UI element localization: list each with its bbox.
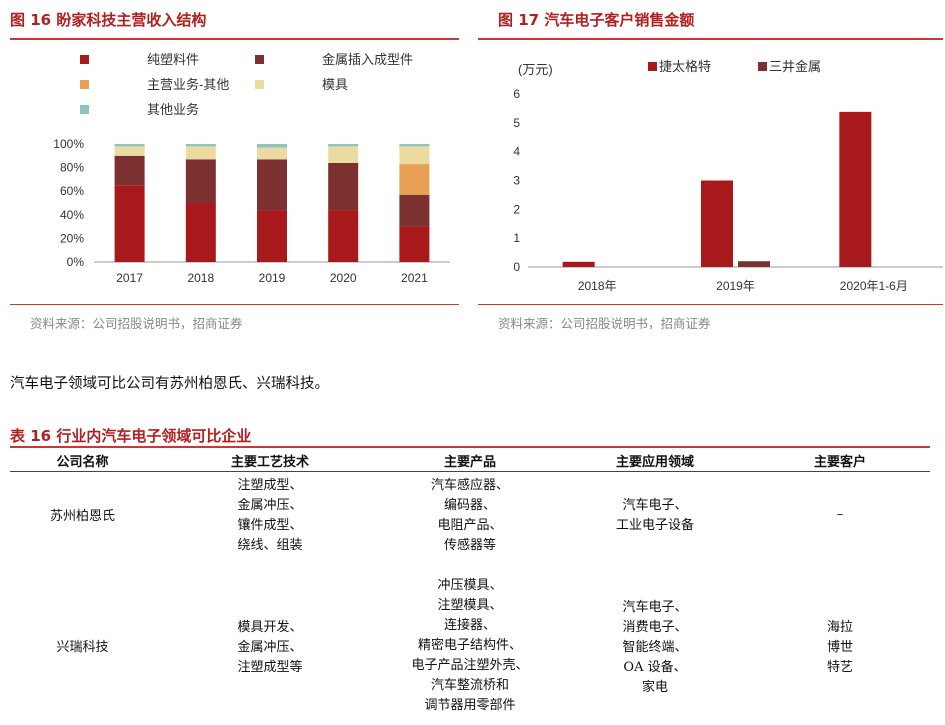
y-tick-label-0: 0 [513, 260, 520, 274]
bar-2017-series-3 [114, 146, 145, 156]
row1-tech: 注塑成型、 金属冲压、 镶件成型、 绕线、组装 [237, 478, 303, 553]
bar-2018-series-4 [185, 144, 216, 147]
y-tick-label-1: 20% [60, 231, 84, 245]
figure16-source: 资料来源：公司招股说明书，招商证券 [30, 316, 243, 331]
figure17-title: 图 17 汽车电子客户销售金额 [498, 11, 695, 29]
bar-2021-series-3 [399, 146, 430, 165]
legend-swatch-1 [758, 62, 767, 71]
y-tick-label-1: 1 [513, 231, 520, 245]
header-company: 公司名称 [56, 455, 109, 470]
row1-customers: – [836, 507, 844, 522]
table-row: 苏州柏恩氏 注塑成型、 金属冲压、 镶件成型、 绕线、组装 汽车感应器、 编码器… [10, 476, 930, 558]
y-tick-label-3: 60% [60, 184, 84, 198]
y-tick-label-2: 2 [513, 202, 520, 216]
x-tick-label-0: 2018年 [578, 279, 617, 293]
bar-2020-series-0 [328, 210, 359, 262]
bar-2019年-series-1 [738, 261, 770, 267]
legend-label-0: 捷太格特 [659, 59, 711, 74]
legend-swatch-3 [255, 80, 264, 89]
bar-2020-series-3 [328, 146, 359, 163]
legend-swatch-0 [80, 55, 89, 64]
bar-2021-series-1 [399, 194, 430, 227]
figure17-chart: (万元) 捷太格特 三井金属 0 1 2 3 4 5 6 2018年 2019年 2020年1-6月 [513, 59, 943, 293]
legend-label-4: 其他业务 [147, 102, 199, 117]
figure17-source: 资料来源：公司招股说明书，招商证券 [498, 316, 711, 331]
table16-top-rule [10, 446, 930, 448]
x-tick-label-4: 2021 [401, 271, 428, 285]
legend-label-0: 纯塑料件 [147, 52, 199, 67]
legend-swatch-4 [80, 105, 89, 114]
header-fields: 主要应用领域 [615, 455, 694, 470]
row1-company: 苏州柏恩氏 [49, 509, 115, 524]
row2-fields: 汽车电子、 消费电子、 智能终端、 OA 设备、 家电 [622, 600, 688, 695]
bar-2018-series-0 [185, 203, 216, 262]
header-products: 主要产品 [443, 455, 496, 470]
row2-company: 兴瑞科技 [56, 640, 109, 655]
bar-2021-series-4 [399, 144, 430, 147]
y-tick-label-0: 0% [67, 255, 85, 269]
row2-customers: 海拉 博世 特艺 [826, 620, 853, 675]
x-tick-label-2: 2019 [259, 271, 286, 285]
figure16-title: 图 16 盼家科技主营收入结构 [10, 11, 207, 29]
body-paragraph: 汽车电子领域可比公司有苏州柏恩氏、兴瑞科技。 [10, 376, 329, 392]
row1-fields: 汽车电子、 工业电子设备 [615, 498, 694, 533]
legend-label-1: 三井金属 [769, 59, 821, 74]
table16-header-row: 公司名称 主要工艺技术 主要产品 主要应用领域 主要客户 [10, 449, 930, 471]
bar-2019年-series-0 [701, 180, 733, 267]
figure16-bottom-rule [10, 304, 459, 305]
y-tick-label-4: 80% [60, 161, 84, 175]
row1-products: 汽车感应器、 编码器、 电阻产品、 传感器等 [430, 478, 509, 553]
y-tick-label-5: 5 [513, 116, 520, 130]
bar-2017-series-1 [114, 155, 145, 186]
header-customers: 主要客户 [813, 455, 866, 470]
bar-2017-series-4 [114, 144, 145, 147]
figure16-title-rule [10, 38, 459, 40]
bar-2019-series-0 [257, 210, 287, 262]
figure17-title-rule [478, 38, 943, 40]
legend-label-3: 模具 [322, 77, 348, 92]
bar-2019-series-3 [257, 147, 287, 160]
bar-2019-series-1 [257, 159, 287, 211]
bar-2020-series-4 [328, 144, 359, 147]
legend-swatch-0 [648, 62, 657, 71]
y-tick-label-6: 6 [513, 87, 520, 101]
y-tick-label-3: 3 [513, 174, 520, 188]
header-tech: 主要工艺技术 [230, 455, 309, 470]
bar-2018年-series-0 [562, 261, 595, 267]
bar-2021-series-2 [399, 164, 430, 195]
bar-2021-series-0 [399, 226, 430, 262]
y-tick-label-2: 40% [60, 208, 84, 222]
row2-products: 冲压模具、 注塑模具、 连接器、 精密电子结构件、 电子产品注塑外壳、 汽车整流… [411, 578, 529, 713]
x-tick-label-3: 2020 [330, 271, 357, 285]
x-tick-label-2: 2020年1-6月 [840, 279, 908, 293]
figure17-bottom-rule [478, 304, 943, 305]
table16-title: 表 16 行业内汽车电子领域可比企业 [10, 427, 252, 445]
bar-2018-series-1 [185, 159, 216, 203]
table16-header-rule [10, 471, 930, 472]
bar-2019-series-4 [257, 144, 287, 148]
bar-2020-series-1 [328, 162, 359, 211]
bar-2018-series-3 [185, 146, 216, 160]
table-row: 兴瑞科技 模具开发、 金属冲压、 注塑成型等 冲压模具、 注塑模具、 连接器、 … [10, 576, 930, 721]
bar-2020年1-6月-series-0 [839, 111, 872, 267]
x-tick-label-1: 2018 [187, 271, 214, 285]
legend-label-1: 金属插入成型件 [322, 52, 413, 67]
legend-label-2: 主营业务-其他 [147, 77, 229, 92]
row2-tech: 模具开发、 金属冲压、 注塑成型等 [237, 620, 303, 675]
y-unit-label: (万元) [518, 62, 553, 77]
x-tick-label-0: 2017 [116, 271, 143, 285]
bar-2017-series-0 [114, 185, 145, 262]
y-tick-label-5: 100% [53, 137, 84, 151]
x-tick-label-1: 2019年 [716, 279, 755, 293]
legend-swatch-2 [80, 80, 89, 89]
y-tick-label-4: 4 [513, 145, 520, 159]
legend-swatch-1 [255, 55, 264, 64]
